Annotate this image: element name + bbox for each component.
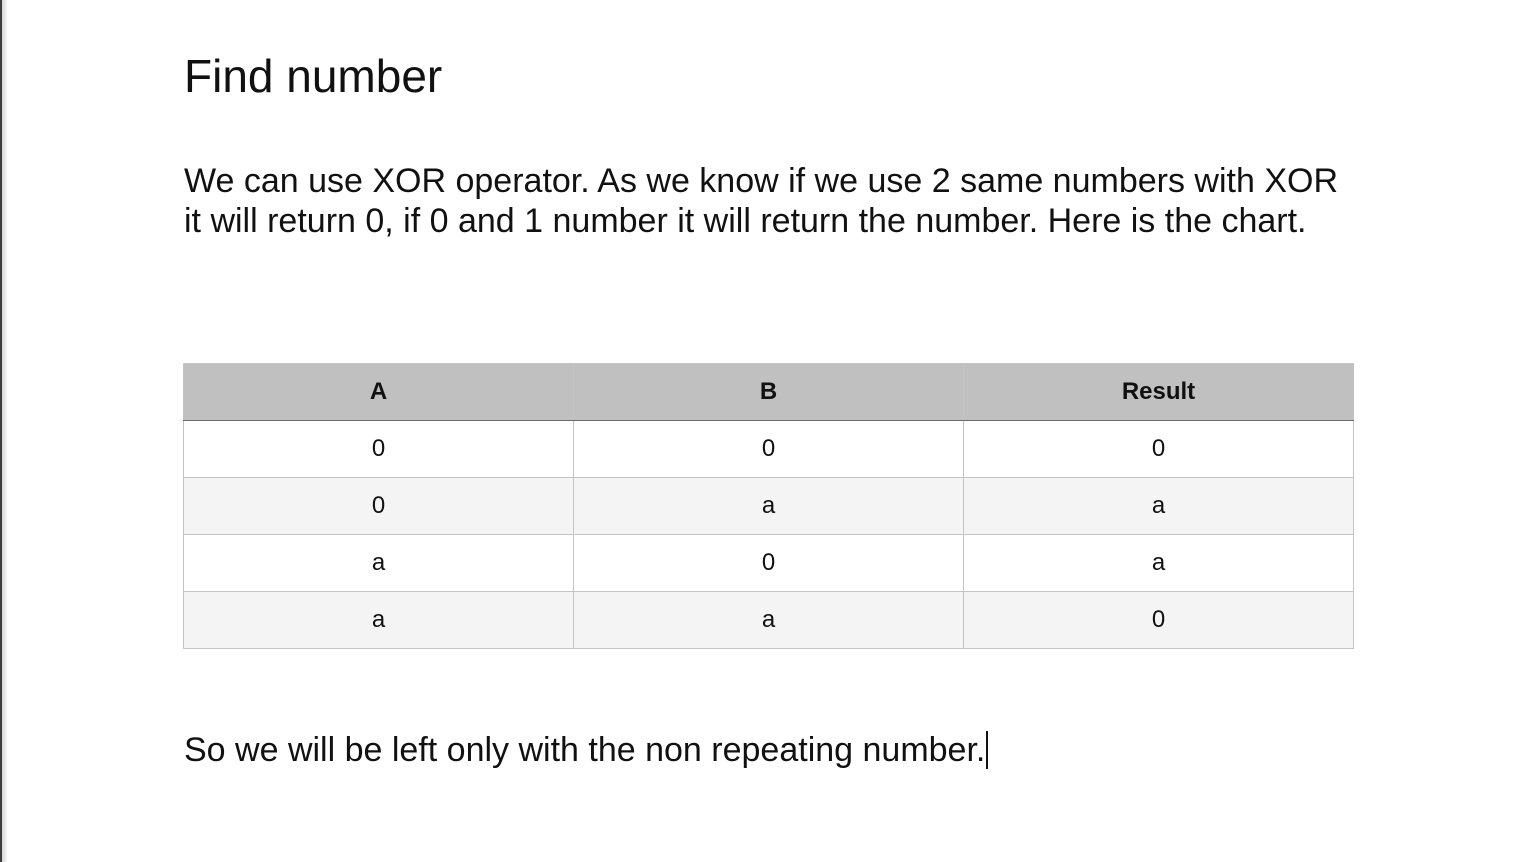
table-row: a 0 a (183, 534, 1354, 592)
table-row: a a 0 (183, 591, 1354, 649)
table-cell[interactable]: a (573, 591, 964, 649)
table-header: A B Result (183, 363, 1354, 421)
document-title[interactable]: Find number (184, 50, 443, 102)
table-cell[interactable]: 0 (183, 477, 574, 535)
table-cell[interactable]: a (963, 477, 1354, 535)
table-cell[interactable]: 0 (963, 591, 1354, 649)
table-header-cell-result[interactable]: Result (963, 363, 1354, 421)
table-cell[interactable]: a (573, 477, 964, 535)
conclusion-text: So we will be left only with the non rep… (184, 731, 986, 769)
document-paragraph[interactable]: We can use XOR operator. As we know if w… (184, 162, 1338, 240)
table-header-cell-a[interactable]: A (183, 363, 574, 421)
table-header-cell-b[interactable]: B (573, 363, 964, 421)
table-row: 0 a a (183, 477, 1354, 535)
text-cursor (986, 731, 989, 769)
table-body: 0 0 0 0 a a a 0 a a a 0 (183, 420, 1354, 649)
table-header-row: A B Result (183, 363, 1354, 421)
xor-truth-table[interactable]: A B Result 0 0 0 0 a a a 0 a a a 0 (183, 363, 1354, 649)
table-cell[interactable]: 0 (183, 420, 574, 478)
window-edge-shadow (2, 0, 8, 862)
table-row: 0 0 0 (183, 420, 1354, 478)
document-conclusion[interactable]: So we will be left only with the non rep… (184, 730, 989, 770)
table-cell[interactable]: a (183, 534, 574, 592)
table-cell[interactable]: 0 (573, 534, 964, 592)
window-left-edge (0, 0, 2, 862)
table-cell[interactable]: 0 (963, 420, 1354, 478)
table-cell[interactable]: a (963, 534, 1354, 592)
table-cell[interactable]: 0 (573, 420, 964, 478)
table-cell[interactable]: a (183, 591, 574, 649)
